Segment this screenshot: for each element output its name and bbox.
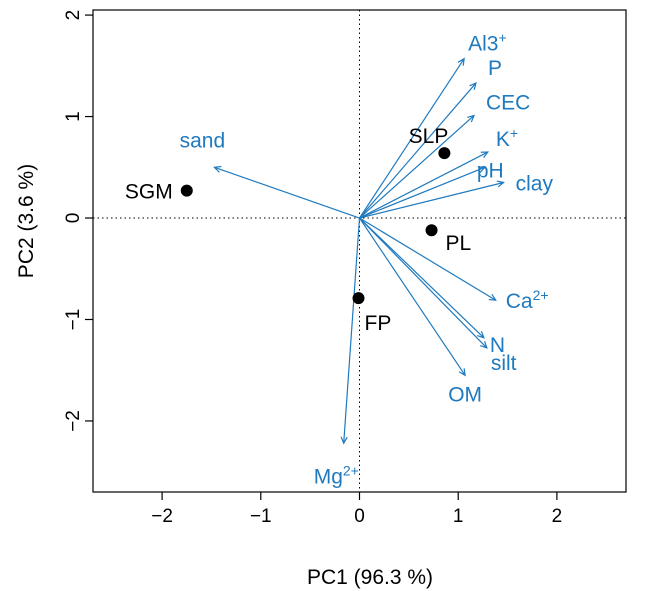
loading-n: N <box>359 217 505 357</box>
site-label: SGM <box>125 181 173 204</box>
site-label: SLP <box>409 125 449 148</box>
x-axis-label: PC1 (96.3 %) <box>307 566 433 589</box>
x-tick-label: −2 <box>151 506 173 527</box>
loading-arrow-line <box>359 115 475 219</box>
site-point <box>180 184 193 197</box>
loading-arrow-line <box>359 217 485 339</box>
loading-arrowhead <box>467 114 476 123</box>
loading-arrowhead <box>488 294 497 301</box>
loading-arrowhead <box>480 151 490 159</box>
loading-cec: CEC <box>359 92 530 219</box>
loading-label: clay <box>516 173 554 196</box>
loading-silt: silt <box>359 217 517 375</box>
site-points: SGM SLP PL FP <box>125 125 471 335</box>
loading-arrow-line <box>358 58 465 219</box>
loading-arrowhead <box>469 82 477 90</box>
site-pl: PL <box>425 224 472 255</box>
x-tick-label: 2 <box>552 506 563 527</box>
loading-arrowhead <box>457 57 465 66</box>
loading-arrow-line <box>359 217 466 376</box>
x-axis: −2 −1 0 1 2 <box>151 492 562 527</box>
loading-arrowhead <box>480 341 488 349</box>
loading-label: sand <box>180 129 226 152</box>
site-slp: SLP <box>409 125 451 160</box>
y-tick-label: 1 <box>63 111 84 122</box>
loading-label: OM <box>448 383 482 406</box>
loading-label: CEC <box>486 92 530 115</box>
loading-om: OM <box>359 217 482 406</box>
y-tick-label: −1 <box>63 309 84 331</box>
loading-label: N <box>490 334 505 357</box>
site-sgm: SGM <box>125 181 193 204</box>
y-axis-label: PC2 (3.6 %) <box>15 164 38 278</box>
loading-arrow-line <box>359 151 489 219</box>
loading-label: P <box>488 57 502 80</box>
x-tick-label: −1 <box>250 506 272 527</box>
loading-label: pH <box>477 159 504 182</box>
site-label: FP <box>365 312 392 335</box>
loading-arrow-line <box>359 166 486 219</box>
y-tick-label: 2 <box>63 10 84 21</box>
loading-arrow-line <box>359 217 497 301</box>
loading-clay: clay <box>359 173 554 219</box>
loading-arrowhead <box>458 368 466 377</box>
loading-arrowhead <box>213 165 222 173</box>
x-tick-label: 0 <box>354 506 365 527</box>
loading-arrow-line <box>214 166 360 219</box>
site-point <box>425 224 438 237</box>
loading-label: silt <box>491 352 517 375</box>
site-fp: FP <box>352 292 392 335</box>
loading-sand: sand <box>180 129 360 219</box>
site-point <box>438 147 451 160</box>
x-tick-label: 1 <box>453 506 464 527</box>
loading-arrow-line <box>343 217 361 444</box>
loading-arrowhead <box>496 180 505 188</box>
site-point <box>352 292 365 305</box>
loading-p: P <box>359 57 502 219</box>
y-tick-label: −2 <box>63 410 84 432</box>
loading-arrowhead <box>340 436 348 445</box>
site-label: PL <box>446 232 472 255</box>
loading-arrowhead <box>477 166 487 173</box>
loading-arrow-line <box>359 181 504 219</box>
y-axis: −2 −1 0 1 2 <box>63 10 93 432</box>
loading-ph: pH <box>359 159 504 219</box>
loading-arrow-line <box>359 82 477 219</box>
y-tick-label: 0 <box>63 213 84 224</box>
loading-arrowhead <box>477 330 485 339</box>
loading-arrow-line <box>359 217 488 349</box>
